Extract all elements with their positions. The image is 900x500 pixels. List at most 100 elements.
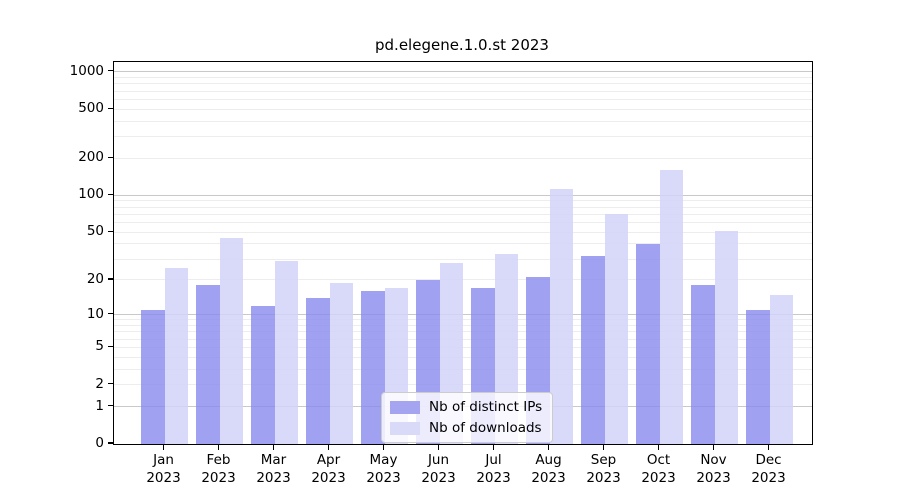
bar-downloads-aug bbox=[549, 189, 573, 444]
x-tick-label-jan: Jan 2023 bbox=[146, 452, 181, 486]
legend-swatch-downloads bbox=[390, 421, 420, 435]
major-gridline bbox=[114, 314, 812, 316]
bar-downloads-oct bbox=[659, 169, 683, 444]
x-tick-mark bbox=[437, 444, 440, 450]
minor-gridline bbox=[114, 90, 812, 92]
x-tick-label-feb: Feb 2023 bbox=[201, 452, 236, 486]
x-tick-mark bbox=[547, 444, 550, 450]
x-tick-mark bbox=[602, 444, 605, 450]
minor-gridline bbox=[114, 213, 812, 215]
y-tick-label: 500 bbox=[78, 100, 104, 117]
legend-item-downloads: Nb of downloads bbox=[390, 420, 542, 436]
x-tick-mark bbox=[767, 444, 770, 450]
bar-downloads-feb bbox=[219, 237, 243, 444]
x-tick-label-may: May 2023 bbox=[366, 452, 401, 486]
bar-distinct-ips-apr bbox=[306, 298, 330, 444]
minor-gridline bbox=[114, 346, 812, 348]
bar-downloads-dec bbox=[769, 294, 793, 444]
x-tick-mark bbox=[712, 444, 715, 450]
minor-gridline bbox=[114, 356, 812, 358]
x-tick-label-aug: Aug 2023 bbox=[531, 452, 566, 486]
y-tick-mark bbox=[108, 442, 113, 444]
y-tick-label: 0 bbox=[95, 435, 104, 451]
plot-area bbox=[113, 61, 813, 445]
minor-gridline bbox=[114, 76, 812, 78]
bar-downloads-mar bbox=[274, 260, 298, 444]
minor-gridline bbox=[114, 120, 812, 122]
x-tick-mark bbox=[272, 444, 275, 450]
minor-gridline bbox=[114, 222, 812, 224]
x-tick-mark bbox=[657, 444, 660, 450]
x-tick-mark bbox=[162, 444, 165, 450]
major-gridline bbox=[114, 71, 812, 73]
y-tick-mark bbox=[108, 107, 113, 109]
y-tick-mark bbox=[108, 383, 113, 385]
bar-distinct-ips-may bbox=[361, 291, 385, 444]
x-tick-mark bbox=[382, 444, 385, 450]
bar-distinct-ips-mar bbox=[251, 305, 275, 444]
y-tick-label: 200 bbox=[78, 149, 104, 166]
minor-gridline bbox=[114, 368, 812, 370]
minor-gridline bbox=[114, 325, 812, 327]
y-tick-label: 1 bbox=[95, 397, 104, 414]
y-tick-label: 1000 bbox=[69, 62, 104, 79]
bar-downloads-sep bbox=[604, 214, 628, 444]
x-tick-mark bbox=[327, 444, 330, 450]
y-tick-mark bbox=[108, 345, 113, 348]
y-tick-label: 50 bbox=[86, 223, 104, 240]
bar-distinct-ips-oct bbox=[636, 243, 660, 444]
minor-gridline bbox=[114, 200, 812, 202]
y-tick-label: 2 bbox=[95, 375, 104, 392]
legend-swatch-distinct-ips bbox=[390, 400, 420, 414]
legend: Nb of distinct IPs Nb of downloads bbox=[381, 392, 554, 443]
minor-gridline bbox=[114, 157, 812, 159]
y-tick-mark bbox=[108, 70, 113, 72]
chart-title: pd.elegene.1.0.st 2023 bbox=[375, 36, 549, 54]
x-tick-mark bbox=[492, 444, 495, 450]
legend-item-distinct-ips: Nb of distinct IPs bbox=[390, 399, 542, 415]
minor-gridline bbox=[114, 136, 812, 138]
minor-gridline bbox=[114, 384, 812, 386]
minor-gridline bbox=[114, 98, 812, 100]
x-tick-label-jun: Jun 2023 bbox=[421, 452, 456, 486]
bar-downloads-apr bbox=[329, 282, 353, 444]
major-gridline bbox=[114, 194, 812, 196]
y-tick-mark bbox=[108, 313, 113, 315]
bar-distinct-ips-feb bbox=[196, 285, 220, 444]
minor-gridline bbox=[114, 258, 812, 260]
bar-distinct-ips-dec bbox=[746, 310, 770, 444]
minor-gridline bbox=[114, 338, 812, 340]
bar-downloads-nov bbox=[714, 231, 738, 444]
minor-gridline bbox=[114, 108, 812, 110]
y-tick-mark bbox=[108, 156, 113, 158]
x-tick-mark bbox=[217, 444, 220, 450]
bar-downloads-jan bbox=[164, 268, 188, 444]
legend-label-downloads: Nb of downloads bbox=[429, 420, 542, 436]
x-tick-label-jul: Jul 2023 bbox=[476, 452, 511, 486]
y-tick-label: 10 bbox=[86, 305, 104, 322]
y-tick-label: 20 bbox=[86, 270, 104, 287]
legend-label-distinct-ips: Nb of distinct IPs bbox=[429, 399, 543, 415]
minor-gridline bbox=[114, 279, 812, 281]
x-tick-label-oct: Oct 2023 bbox=[641, 452, 676, 486]
y-tick-label: 100 bbox=[78, 186, 104, 203]
minor-gridline bbox=[114, 331, 812, 333]
bar-distinct-ips-jan bbox=[141, 310, 165, 444]
x-tick-label-sep: Sep 2023 bbox=[586, 452, 621, 486]
minor-gridline bbox=[114, 231, 812, 233]
minor-gridline bbox=[114, 206, 812, 208]
bar-distinct-ips-nov bbox=[691, 285, 715, 444]
minor-gridline bbox=[114, 319, 812, 321]
bar-distinct-ips-sep bbox=[581, 255, 605, 444]
minor-gridline bbox=[114, 243, 812, 245]
y-tick-mark bbox=[108, 278, 113, 280]
x-tick-label-dec: Dec 2023 bbox=[751, 452, 786, 486]
y-tick-mark bbox=[108, 230, 113, 232]
y-tick-label: 5 bbox=[95, 338, 104, 355]
x-tick-label-apr: Apr 2023 bbox=[311, 452, 346, 486]
x-tick-label-nov: Nov 2023 bbox=[696, 452, 731, 486]
y-tick-mark bbox=[108, 193, 113, 195]
y-tick-mark bbox=[108, 405, 113, 407]
x-tick-label-mar: Mar 2023 bbox=[256, 452, 291, 486]
